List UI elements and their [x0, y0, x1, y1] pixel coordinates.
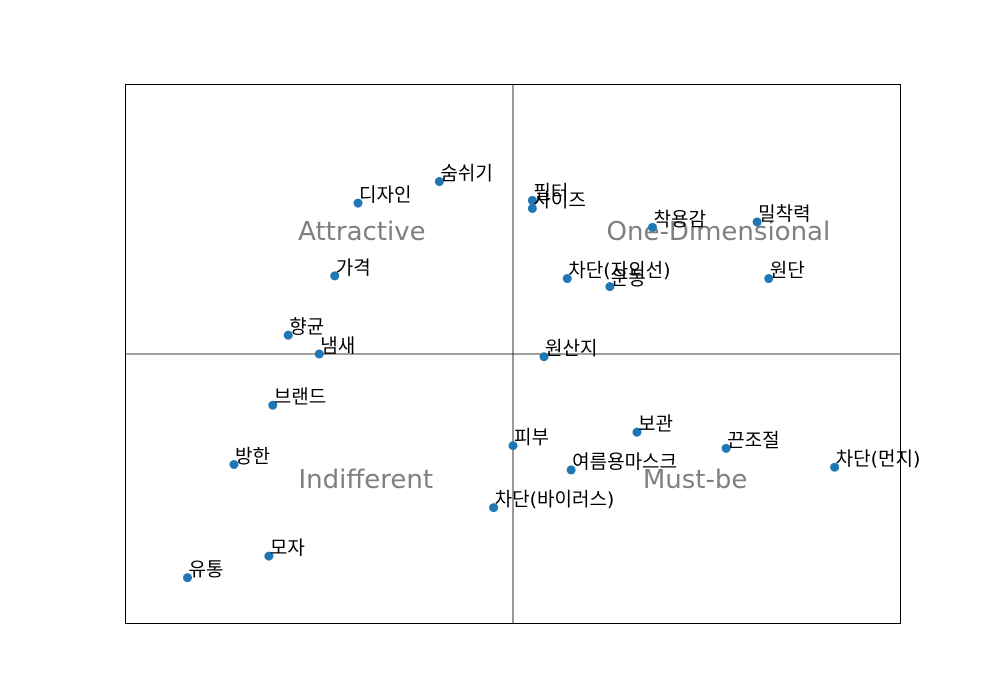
data-point-marker: [330, 271, 340, 281]
data-point-label: 가격: [336, 257, 371, 279]
data-point-label: 디자인: [359, 184, 411, 206]
data-point-marker: [721, 443, 731, 453]
data-point-marker: [605, 282, 615, 292]
data-point-label: 밀착력: [758, 203, 810, 225]
data-point-label: 유통: [189, 559, 224, 581]
data-point-marker: [229, 459, 239, 469]
data-point-label: 향균: [289, 316, 324, 338]
data-point-marker: [527, 195, 537, 205]
data-point-marker: [562, 274, 572, 284]
data-point-marker: [508, 441, 518, 451]
data-point-label: 차단(바이러스): [495, 489, 615, 511]
data-point-marker: [632, 427, 642, 437]
quadrant-label: Must-be: [643, 465, 748, 495]
data-point-label: 방한: [235, 445, 270, 467]
data-point-marker: [764, 274, 774, 284]
data-point-label: 숨쉬기: [440, 163, 492, 185]
data-point-label: 냄새: [320, 335, 355, 357]
data-point-label: 모자: [270, 537, 305, 559]
data-point-marker: [283, 330, 293, 340]
quadrant-label: Attractive: [298, 217, 425, 247]
data-point-label: 피부: [514, 427, 549, 449]
data-point-marker: [183, 573, 192, 583]
data-point-label: 원단: [770, 260, 805, 282]
data-point-label: 운동: [611, 268, 646, 290]
data-point-label: 끈조절: [727, 429, 779, 451]
data-point-marker: [527, 203, 537, 213]
data-point-label: 여름용마스크: [572, 451, 677, 473]
data-point-label: 브랜드: [274, 386, 326, 408]
data-point-marker: [434, 177, 444, 187]
data-point-marker: [314, 349, 324, 359]
data-point-label: 원산지: [545, 338, 597, 360]
data-point-label: 차단(자외선): [568, 260, 670, 282]
data-point-marker: [264, 551, 274, 561]
data-point-marker: [566, 465, 576, 475]
data-point-label: 착용감: [654, 208, 706, 230]
data-point-marker: [268, 400, 278, 410]
quadrant-label: One-Dimensional: [607, 217, 831, 247]
data-point-label: 보관: [638, 413, 673, 435]
data-point-marker: [648, 222, 657, 232]
data-point-marker: [353, 198, 363, 208]
data-point-marker: [539, 352, 549, 362]
quadrant-labels: Attractive One-Dimensional Indifferent Must…: [298, 217, 830, 495]
quadrant-label: Indifferent: [298, 465, 433, 495]
data-point-label: 차단(먼지): [836, 448, 921, 470]
data-point-marker: [830, 462, 840, 472]
data-point-marker: [752, 217, 762, 227]
data-point-label: 사이즈: [533, 189, 585, 211]
data-point-label: 필터: [533, 181, 568, 203]
data-point-marker: [489, 503, 499, 513]
